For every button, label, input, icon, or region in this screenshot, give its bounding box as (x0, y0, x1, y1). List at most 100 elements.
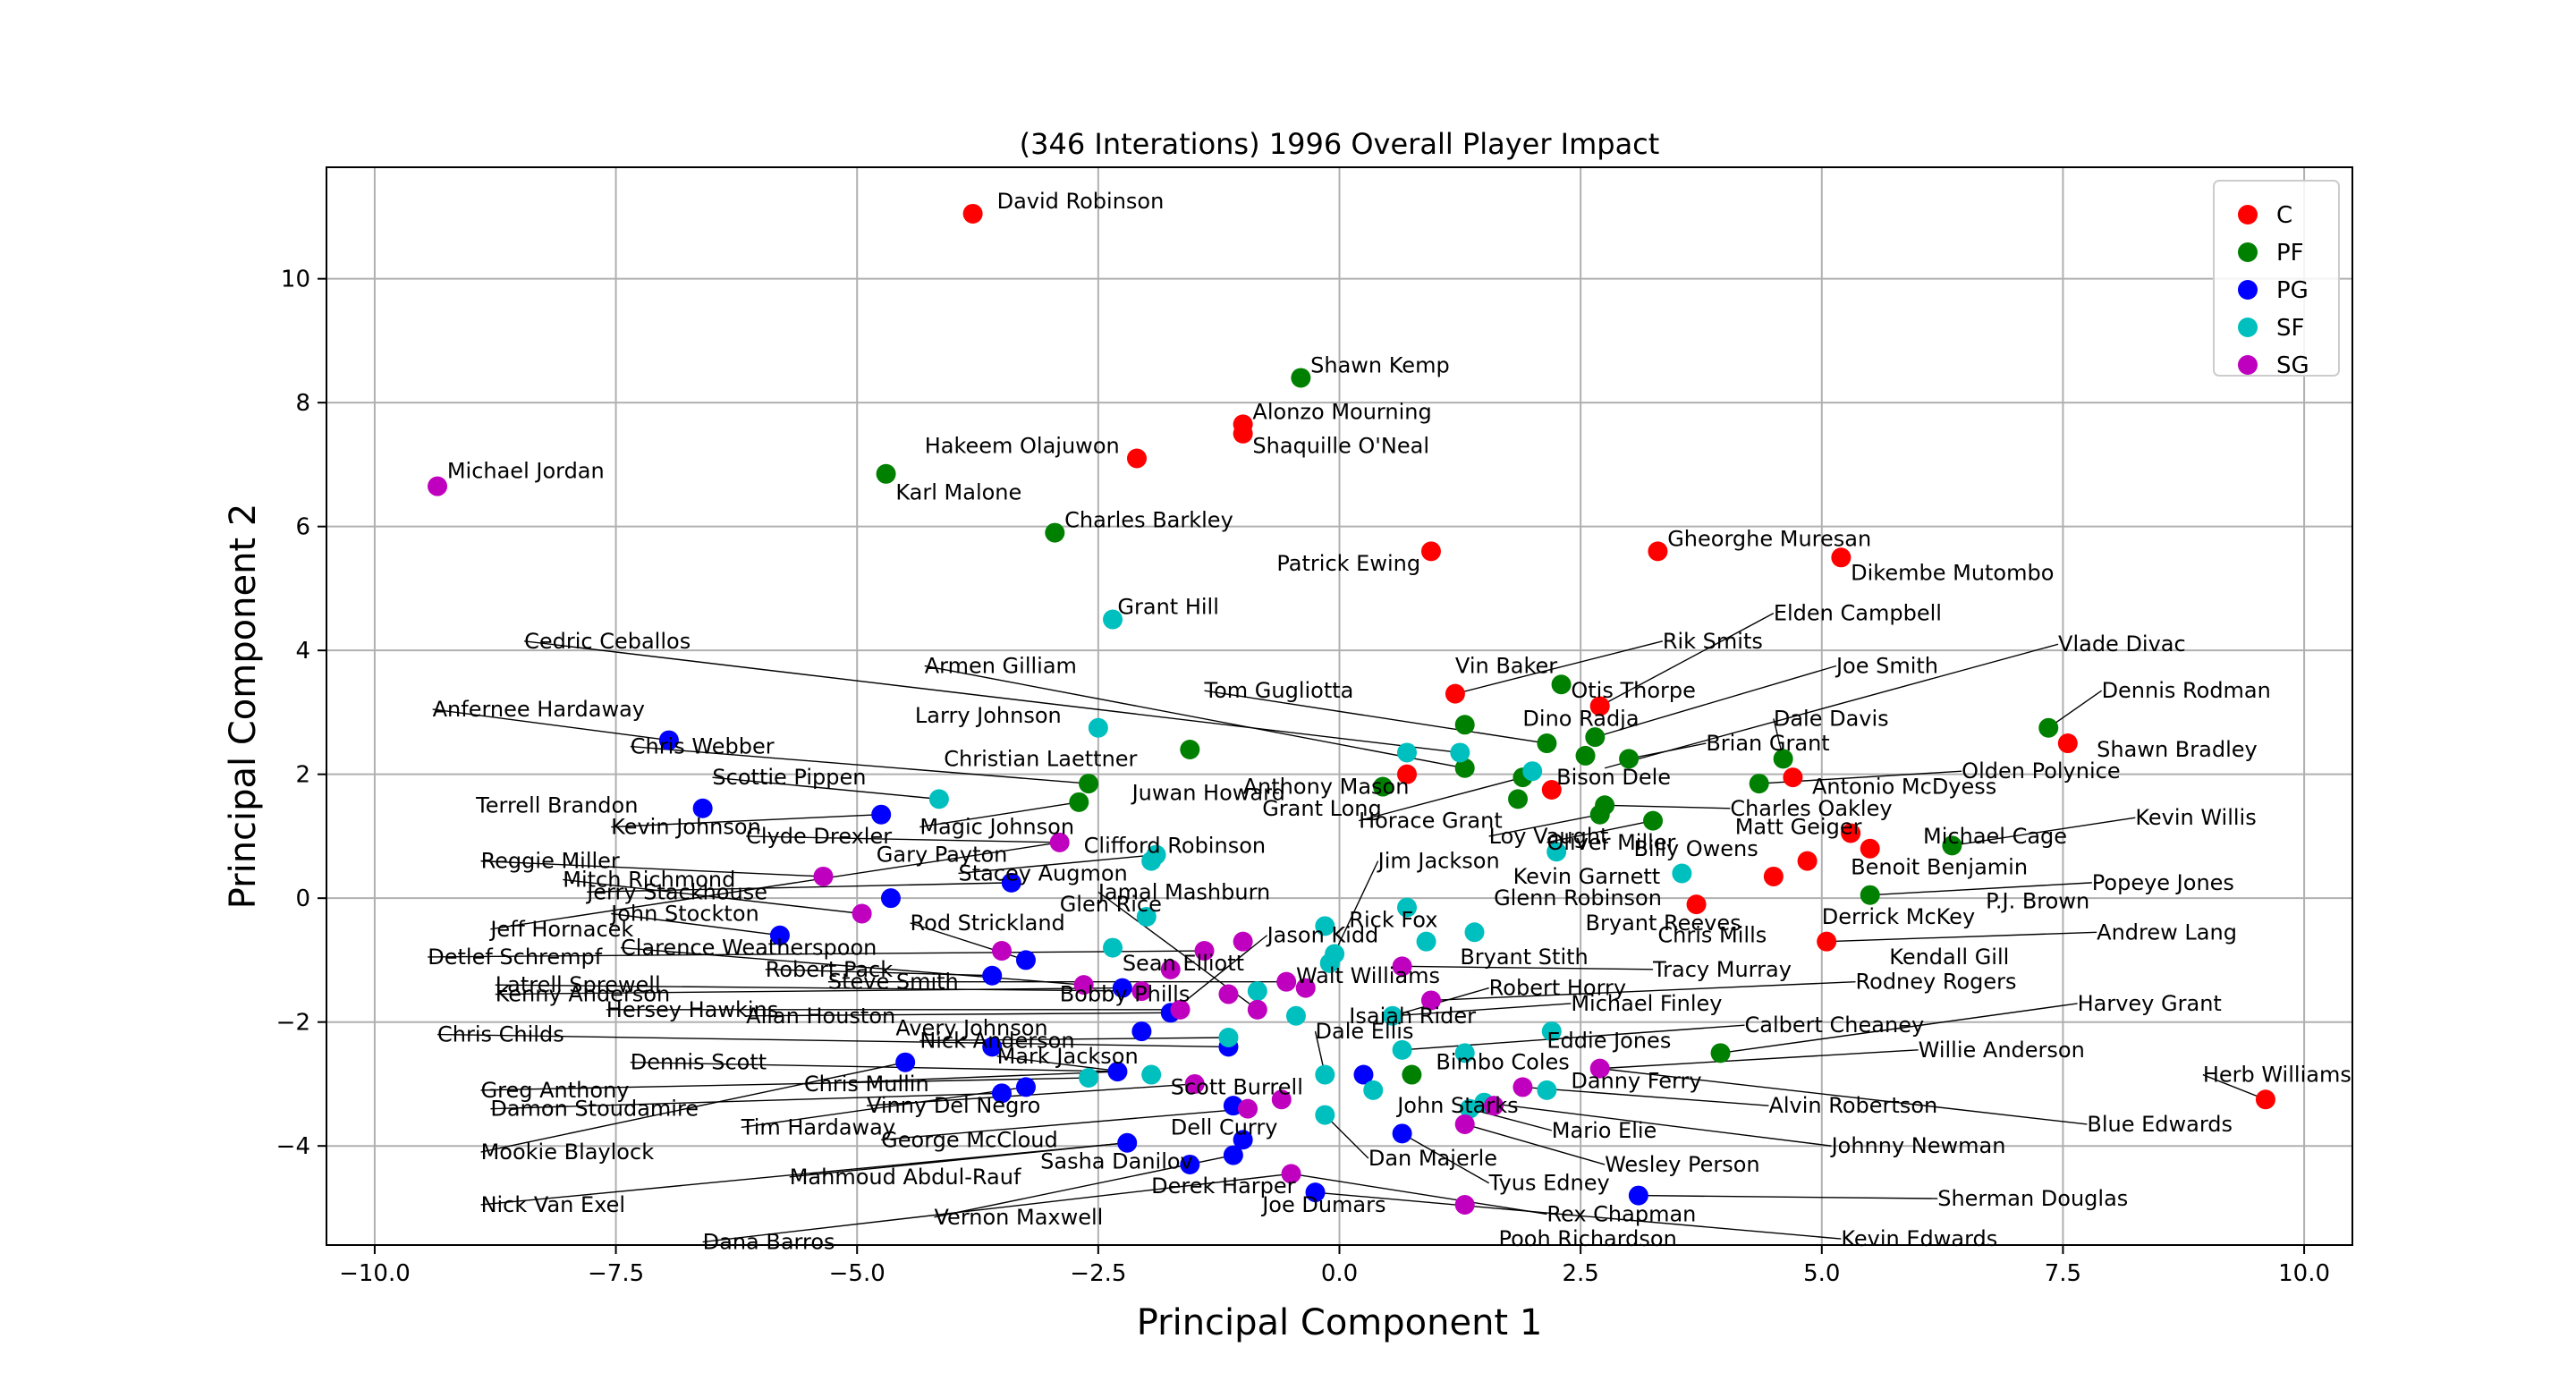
leader-line (1484, 1102, 1832, 1147)
point-label: Latrell Sprewell (496, 972, 661, 997)
leader-line (480, 1062, 906, 1153)
leader-line (1952, 817, 2136, 847)
point-label: Greg Anthony (481, 1078, 630, 1103)
point-label: George McCloud (881, 1127, 1058, 1152)
point-label: Sasha Danilov (1040, 1149, 1193, 1174)
leader-line (741, 1086, 1027, 1129)
y-tick-label: 4 (295, 638, 310, 665)
point-label: Shawn Bradley (2097, 737, 2258, 762)
y-tick-label: 8 (295, 390, 310, 417)
point-label: Mahmoud Abdul-Rauf (790, 1165, 1021, 1190)
point-label: Dennis Rodman (2102, 678, 2271, 703)
leader-line (611, 912, 781, 936)
point-c (1841, 823, 1861, 843)
point-label: Mitch Richmond (563, 867, 735, 892)
point-label: Calbert Cheaney (1745, 1012, 1925, 1038)
legend-label-pg: PG (2276, 277, 2309, 304)
point-label: Dan Majerle (1368, 1146, 1497, 1171)
legend-label-sg: SG (2276, 352, 2309, 379)
point-sg (1233, 931, 1253, 952)
leader-line (1204, 690, 1547, 744)
point-label: Brian Grant (1706, 731, 1829, 756)
leader-line (1869, 882, 2092, 896)
point-c (1541, 779, 1562, 800)
point-label: Karl Malone (895, 480, 1021, 505)
point-label: Blue Edwards (2087, 1112, 2233, 1137)
leader-line (1488, 814, 1600, 837)
point-label: Pooh Richardson (1498, 1226, 1676, 1251)
legend-marker-pf (2238, 242, 2258, 262)
point-sg (1160, 959, 1181, 979)
point-sf (1397, 742, 1417, 763)
point-label: Patrick Ewing (1276, 551, 1420, 576)
leader-line (1720, 1003, 2078, 1055)
point-sf (928, 789, 949, 809)
point-c (2057, 733, 2078, 754)
leader-line (1464, 1123, 1606, 1165)
point-label: Clarence Weatherspoon (621, 936, 877, 961)
point-label: John Starks (1395, 1093, 1518, 1118)
point-pg (992, 1083, 1012, 1104)
point-label: Shawn Kemp (1310, 353, 1450, 378)
point-label: Clyde Drexler (746, 824, 892, 849)
point-label: Loy Vaught (1489, 824, 1609, 849)
leader-line (1291, 1173, 1547, 1216)
point-label: Grant Hill (1117, 595, 1218, 620)
point-sg (1184, 1073, 1205, 1094)
leader-line (712, 776, 939, 801)
leader-line (1402, 1132, 1490, 1184)
point-label: Gary Payton (877, 843, 1008, 868)
leader-line (924, 665, 1465, 769)
point-c (1797, 851, 1818, 871)
point-label: Andrew Lang (2097, 919, 2237, 945)
x-tick-label: 7.5 (2045, 1260, 2081, 1287)
leader-line (490, 842, 1060, 930)
point-label: Vlade Divac (2058, 631, 2186, 657)
point-label: Eddie Jones (1546, 1028, 1671, 1053)
point-label: Allan Houston (746, 1004, 895, 1029)
point-label: Glenn Robinson (1494, 885, 1662, 911)
point-sg (1238, 1098, 1258, 1119)
point-pf (1942, 835, 1962, 856)
point-label: Glen Rice (1060, 892, 1162, 917)
point-label: David Robinson (997, 189, 1165, 214)
point-label: Chris Webber (631, 734, 775, 759)
point-pg (1233, 1130, 1253, 1150)
point-c (1831, 547, 1852, 568)
point-label: Willie Anderson (1919, 1038, 2085, 1063)
point-pg (1131, 1021, 1152, 1042)
point-label: Dennis Scott (631, 1050, 767, 1075)
point-sf (1103, 937, 1123, 958)
legend-label-sf: SF (2276, 315, 2304, 342)
point-label: Derek Harper (1151, 1173, 1296, 1199)
point-label: Harvey Grant (2078, 991, 2222, 1016)
point-label: P.J. Brown (1986, 889, 2089, 914)
leader-line (1454, 640, 1663, 695)
legend-label-c: C (2276, 202, 2292, 229)
point-pf (1069, 792, 1089, 812)
leader-line (1599, 1049, 1919, 1070)
point-label: Derrick McKey (1822, 904, 1975, 929)
point-label: Kevin Willis (2135, 805, 2256, 830)
point-pf (1180, 739, 1200, 759)
leader-line (1522, 1086, 1769, 1106)
point-label: Nick Anderson (919, 1028, 1074, 1053)
point-label: Christian Laettner (944, 746, 1137, 771)
leader-line (1430, 980, 1856, 1002)
point-label: Tracy Murray (1652, 957, 1792, 982)
point-sf (1392, 1039, 1412, 1060)
point-label: Jim Jackson (1377, 849, 1500, 874)
point-label: John Stockton (609, 901, 759, 926)
data-points (428, 203, 2275, 1215)
point-label: Kevin Garnett (1513, 864, 1661, 889)
point-label: Danny Ferry (1571, 1068, 1701, 1093)
leader-line (630, 1062, 1123, 1072)
point-label: Jeff Hornacek (488, 917, 633, 942)
point-c (1648, 541, 1668, 562)
leader-line (881, 1107, 1249, 1140)
point-c (1686, 894, 1707, 915)
point-label: Kenny Anderson (496, 982, 670, 1007)
point-label: Hakeem Olajuwon (925, 434, 1120, 459)
point-label: Sherman Douglas (1937, 1186, 2128, 1211)
y-tick-label: 2 (295, 762, 310, 789)
